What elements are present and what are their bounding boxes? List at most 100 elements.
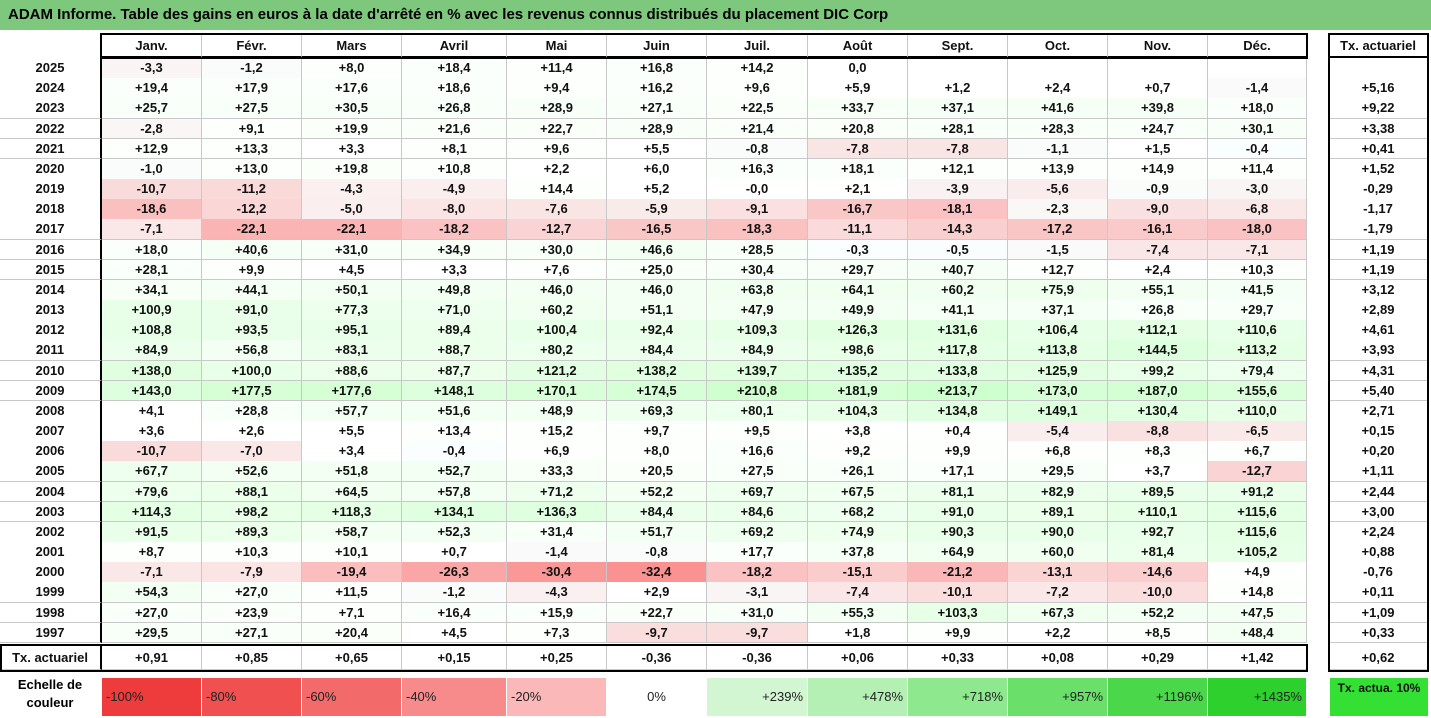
return-cell: +26,8 — [1108, 300, 1208, 321]
return-cell: +10,3 — [202, 542, 302, 563]
year-label: 2016 — [0, 239, 102, 261]
return-cell: +77,3 — [302, 300, 402, 321]
legend-swatch: +718% — [908, 678, 1008, 716]
tx-actuariel-cell: +5,40 — [1329, 380, 1428, 402]
tx-actuariel-cell: +1,19 — [1329, 259, 1428, 281]
tx-actuariel-cell: -1,17 — [1329, 199, 1428, 220]
tx-actuariel-cell: +2,44 — [1329, 481, 1428, 503]
return-cell: +6,9 — [507, 441, 607, 462]
return-cell: +110,0 — [1208, 400, 1307, 422]
return-cell: +115,6 — [1208, 501, 1307, 523]
return-cell: -4,3 — [302, 179, 402, 200]
return-cell: +49,8 — [402, 279, 507, 301]
return-cell: -0,4 — [1208, 138, 1307, 160]
return-cell: +2,6 — [202, 421, 302, 442]
return-cell: +55,1 — [1108, 279, 1208, 301]
return-cell: +187,0 — [1108, 380, 1208, 402]
tx-actuariel-cell: -0,76 — [1329, 562, 1428, 583]
return-cell: -7,1 — [1208, 239, 1307, 261]
return-cell: +99,2 — [1108, 360, 1208, 382]
year-label: 2023 — [0, 98, 102, 119]
return-cell: -7,1 — [102, 562, 202, 583]
return-cell: -14,6 — [1108, 562, 1208, 583]
tx-actuariel-cell: +5,16 — [1329, 78, 1428, 99]
return-cell: +84,9 — [102, 340, 202, 362]
tx-actuariel-cell: +3,93 — [1329, 340, 1428, 362]
year-label: 2015 — [0, 259, 102, 281]
return-cell: +63,8 — [707, 279, 808, 301]
return-cell: +9,7 — [607, 421, 707, 442]
return-cell: +109,3 — [707, 320, 808, 341]
return-cell: +60,2 — [908, 279, 1008, 301]
return-cell: +8,1 — [402, 138, 507, 160]
return-cell: +27,1 — [202, 622, 302, 644]
return-cell: +84,4 — [607, 501, 707, 523]
summary-cell: -0,36 — [707, 645, 808, 670]
return-cell: +118,3 — [302, 501, 402, 523]
return-cell: +2,4 — [1108, 259, 1208, 281]
return-cell: -21,2 — [908, 562, 1008, 583]
return-cell: +52,3 — [402, 521, 507, 543]
return-cell: -7,4 — [808, 582, 908, 604]
return-cell: +17,1 — [908, 461, 1008, 483]
return-cell: -7,6 — [507, 199, 607, 220]
return-cell: +48,4 — [1208, 622, 1307, 644]
return-cell: -1,5 — [1008, 239, 1108, 261]
return-cell: +19,8 — [302, 158, 402, 180]
return-cell: +52,2 — [607, 481, 707, 503]
return-cell: +81,4 — [1108, 542, 1208, 563]
return-cell: +2,2 — [1008, 622, 1108, 644]
return-cell: -0,3 — [808, 239, 908, 261]
return-cell: -10,7 — [102, 441, 202, 462]
legend-swatch: +1196% — [1108, 678, 1208, 716]
summary-cell: +0,15 — [402, 645, 507, 670]
return-cell: +16,6 — [707, 441, 808, 462]
return-cell: +10,3 — [1208, 259, 1307, 281]
return-cell: 0,0 — [808, 58, 908, 79]
return-cell: +18,6 — [402, 78, 507, 99]
return-cell: -14,3 — [908, 219, 1008, 241]
return-cell: +8,0 — [607, 441, 707, 462]
return-cell: +9,5 — [707, 421, 808, 442]
return-cell: +29,5 — [102, 622, 202, 644]
year-label: 2011 — [0, 340, 102, 362]
return-cell: +20,5 — [607, 461, 707, 483]
year-label: 2007 — [0, 421, 102, 442]
return-cell: -11,1 — [808, 219, 908, 241]
return-cell — [1208, 58, 1307, 79]
return-cell: -18,2 — [707, 562, 808, 583]
return-cell: -6,8 — [1208, 199, 1307, 220]
return-cell: +30,1 — [1208, 118, 1307, 140]
return-cell: +55,3 — [808, 602, 908, 624]
year-label: 2017 — [0, 219, 102, 241]
return-cell: -30,4 — [507, 562, 607, 583]
return-cell: +16,2 — [607, 78, 707, 99]
return-cell: +134,8 — [908, 400, 1008, 422]
return-cell: +64,5 — [302, 481, 402, 503]
return-cell: +13,0 — [202, 158, 302, 180]
return-cell: +9,2 — [808, 441, 908, 462]
month-header: Janv. — [102, 34, 202, 58]
return-cell: +82,9 — [1008, 481, 1108, 503]
return-cell: +91,0 — [908, 501, 1008, 523]
return-cell: +34,1 — [102, 279, 202, 301]
year-label: 2022 — [0, 118, 102, 140]
return-cell: +5,5 — [607, 138, 707, 160]
return-cell: -8,0 — [402, 199, 507, 220]
return-cell: -1,0 — [102, 158, 202, 180]
month-header: Août — [808, 34, 908, 58]
return-cell: +7,3 — [507, 622, 607, 644]
return-cell: +69,3 — [607, 400, 707, 422]
return-cell: +30,5 — [302, 98, 402, 119]
return-cell: -18,6 — [102, 199, 202, 220]
return-cell: +11,4 — [507, 58, 607, 79]
summary-cell: -0,36 — [607, 645, 707, 670]
return-cell: -5,4 — [1008, 421, 1108, 442]
return-cell: -16,5 — [607, 219, 707, 241]
return-cell: -15,1 — [808, 562, 908, 583]
return-cell: +60,0 — [1008, 542, 1108, 563]
return-cell: +3,3 — [302, 138, 402, 160]
return-cell: +47,5 — [1208, 602, 1307, 624]
return-cell: +177,6 — [302, 380, 402, 402]
return-cell: -1,4 — [1208, 78, 1307, 99]
